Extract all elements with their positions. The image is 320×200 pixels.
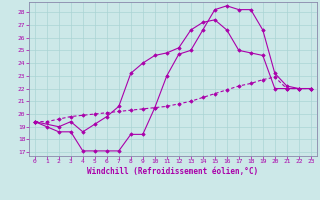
X-axis label: Windchill (Refroidissement éolien,°C): Windchill (Refroidissement éolien,°C) (87, 167, 258, 176)
